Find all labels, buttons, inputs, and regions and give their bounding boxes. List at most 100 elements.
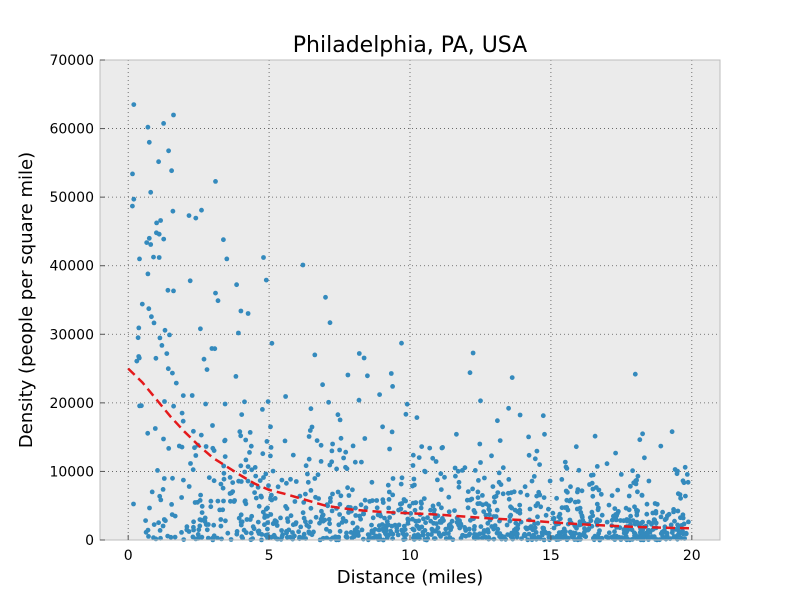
data-point bbox=[518, 489, 523, 495]
data-point bbox=[350, 443, 356, 449]
data-point bbox=[344, 466, 350, 472]
data-point bbox=[411, 536, 417, 542]
data-point bbox=[559, 505, 565, 511]
data-point bbox=[467, 370, 473, 376]
data-point bbox=[582, 526, 587, 531]
data-point bbox=[686, 519, 691, 525]
data-point bbox=[358, 516, 363, 522]
data-point bbox=[594, 517, 600, 523]
data-point bbox=[292, 499, 298, 504]
x-tick-label: 15 bbox=[542, 548, 560, 564]
data-point bbox=[222, 438, 228, 444]
data-point bbox=[567, 529, 573, 535]
data-point bbox=[430, 455, 436, 461]
data-point bbox=[179, 444, 185, 450]
data-point bbox=[527, 506, 533, 512]
data-point bbox=[446, 531, 451, 536]
data-point bbox=[161, 436, 166, 442]
data-point bbox=[169, 168, 175, 174]
data-point bbox=[382, 515, 387, 521]
data-point bbox=[335, 412, 341, 418]
data-point bbox=[193, 453, 199, 458]
data-point bbox=[630, 468, 635, 474]
data-point bbox=[337, 447, 342, 453]
data-point bbox=[440, 516, 445, 521]
data-point bbox=[397, 501, 403, 507]
data-point bbox=[551, 525, 557, 531]
data-point bbox=[628, 513, 633, 519]
data-point bbox=[564, 466, 570, 471]
data-point bbox=[243, 530, 249, 536]
data-point bbox=[414, 415, 420, 420]
data-point bbox=[269, 340, 275, 346]
data-point bbox=[350, 520, 356, 526]
data-point bbox=[419, 444, 425, 449]
data-point bbox=[245, 478, 251, 484]
data-point bbox=[425, 515, 430, 521]
data-point bbox=[161, 236, 167, 242]
data-point bbox=[343, 534, 349, 540]
data-point bbox=[232, 498, 238, 503]
data-point bbox=[314, 438, 320, 443]
data-point bbox=[446, 509, 452, 515]
data-point bbox=[322, 517, 328, 523]
data-point bbox=[594, 464, 600, 469]
data-point bbox=[609, 493, 615, 498]
data-point bbox=[521, 533, 527, 538]
data-point bbox=[389, 429, 395, 435]
data-point bbox=[284, 480, 289, 486]
data-point bbox=[432, 507, 437, 513]
data-point bbox=[180, 418, 186, 424]
data-point bbox=[390, 476, 396, 481]
data-point bbox=[494, 507, 500, 513]
data-point bbox=[386, 497, 392, 502]
data-point bbox=[363, 505, 369, 511]
data-point bbox=[532, 521, 537, 527]
data-point bbox=[197, 498, 203, 503]
data-point bbox=[623, 505, 629, 511]
data-point bbox=[612, 529, 617, 535]
data-point bbox=[671, 534, 677, 540]
data-point bbox=[640, 431, 645, 437]
data-point bbox=[249, 467, 255, 473]
data-point bbox=[204, 527, 210, 533]
data-point bbox=[131, 196, 137, 202]
data-point bbox=[172, 534, 178, 540]
data-point bbox=[146, 306, 152, 312]
data-point bbox=[236, 515, 242, 521]
data-point bbox=[618, 472, 624, 477]
data-point bbox=[637, 437, 643, 443]
data-point bbox=[606, 502, 612, 508]
data-point bbox=[234, 282, 240, 288]
data-point bbox=[131, 501, 136, 507]
data-point bbox=[156, 520, 162, 526]
data-point bbox=[327, 320, 333, 326]
data-point bbox=[645, 528, 651, 533]
data-point bbox=[153, 355, 159, 361]
data-point bbox=[632, 521, 638, 527]
data-point bbox=[428, 518, 434, 524]
data-point bbox=[274, 523, 280, 528]
data-point bbox=[167, 332, 172, 338]
data-point bbox=[195, 532, 201, 537]
data-point bbox=[386, 489, 392, 495]
data-point bbox=[604, 461, 610, 467]
data-point bbox=[238, 433, 244, 439]
data-point bbox=[370, 515, 376, 521]
data-point bbox=[387, 515, 392, 520]
data-point bbox=[590, 486, 596, 492]
data-point bbox=[567, 517, 573, 523]
data-point bbox=[470, 350, 476, 356]
data-point bbox=[511, 489, 517, 495]
data-point bbox=[236, 330, 241, 336]
data-point bbox=[308, 488, 314, 493]
data-point bbox=[405, 516, 411, 522]
data-point bbox=[668, 522, 674, 528]
data-point bbox=[370, 530, 376, 536]
y-axis-label: Density (people per square mile) bbox=[16, 152, 37, 448]
data-point bbox=[403, 411, 409, 417]
data-point bbox=[317, 520, 322, 526]
data-point bbox=[330, 491, 335, 497]
data-point bbox=[612, 506, 618, 511]
data-point bbox=[480, 502, 486, 508]
